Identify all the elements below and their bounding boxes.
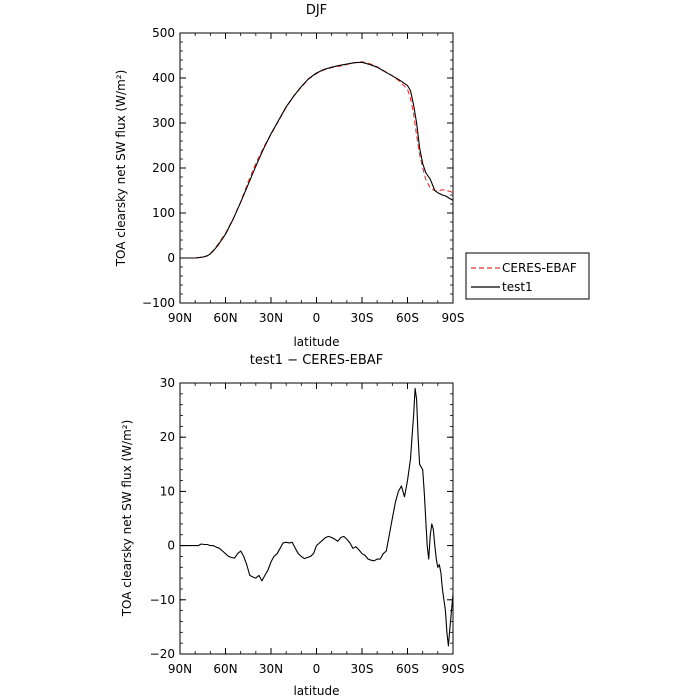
chart-title: test1 − CERES-EBAF (250, 353, 383, 368)
y-axis: −20 −10 0 10 20 30 (150, 376, 453, 661)
x-tick-label: 30S (351, 311, 374, 325)
y-tick-label: 0 (167, 539, 175, 553)
series-line-difference (180, 387, 454, 647)
y-axis-label: TOA clearsky net SW flux (W/m²) (114, 70, 128, 268)
x-axis: 90N 60N 30N 0 30S 60S 90S (168, 383, 465, 676)
x-tick-label: 90S (442, 662, 465, 676)
x-axis-label: latitude (293, 335, 339, 349)
series-line-test1 (180, 61, 454, 259)
legend-entry-ceres: CERES-EBAF (502, 261, 577, 275)
x-tick-label: 60S (396, 311, 419, 325)
legend-entry-test1: test1 (502, 280, 533, 294)
x-axis-label: latitude (293, 684, 339, 698)
y-tick-label: 20 (160, 430, 175, 444)
x-tick-label: 90S (442, 311, 465, 325)
y-tick-label: 500 (152, 26, 175, 40)
x-tick-label: 90N (168, 662, 192, 676)
y-axis: −100 0 100 200 300 400 500 (142, 26, 453, 310)
y-tick-label: −10 (150, 593, 175, 607)
y-tick-label: 100 (152, 206, 175, 220)
series-line-ceres-ebaf (180, 61, 454, 259)
y-tick-label: 10 (160, 484, 175, 498)
chart-title: DJF (306, 3, 327, 18)
y-tick-label: 400 (152, 71, 175, 85)
series-group (180, 61, 454, 259)
x-tick-label: 60N (213, 662, 237, 676)
x-axis: 90N 60N 30N 0 30S 60S 90S (168, 33, 465, 325)
y-tick-label: −100 (142, 296, 175, 310)
bottom-chart: test1 − CERES-EBAF 90N 60N 30N 0 30S 60S 90S −… (120, 353, 464, 698)
y-tick-label: 300 (152, 116, 175, 130)
x-tick-label: 30N (259, 311, 283, 325)
plot-frame (179, 382, 454, 655)
series-group (180, 387, 454, 647)
y-tick-label: 200 (152, 161, 175, 175)
y-tick-label: 30 (160, 376, 175, 390)
x-tick-label: 0 (313, 311, 321, 325)
legend: CERES-EBAF test1 (465, 252, 590, 300)
y-tick-label: 0 (167, 251, 175, 265)
x-tick-label: 30S (351, 662, 374, 676)
x-tick-label: 60N (213, 311, 237, 325)
top-chart: DJF 90N 60N 30N 0 30S 60S 90S −100 0 100 200 300 40… (114, 3, 590, 349)
x-tick-label: 60S (396, 662, 419, 676)
x-tick-label: 30N (259, 662, 283, 676)
legend-box (465, 252, 590, 300)
y-axis-label: TOA clearsky net SW flux (W/m²) (120, 420, 134, 618)
y-tick-label: −20 (150, 647, 175, 661)
x-tick-label: 0 (313, 662, 321, 676)
x-tick-label: 90N (168, 311, 192, 325)
